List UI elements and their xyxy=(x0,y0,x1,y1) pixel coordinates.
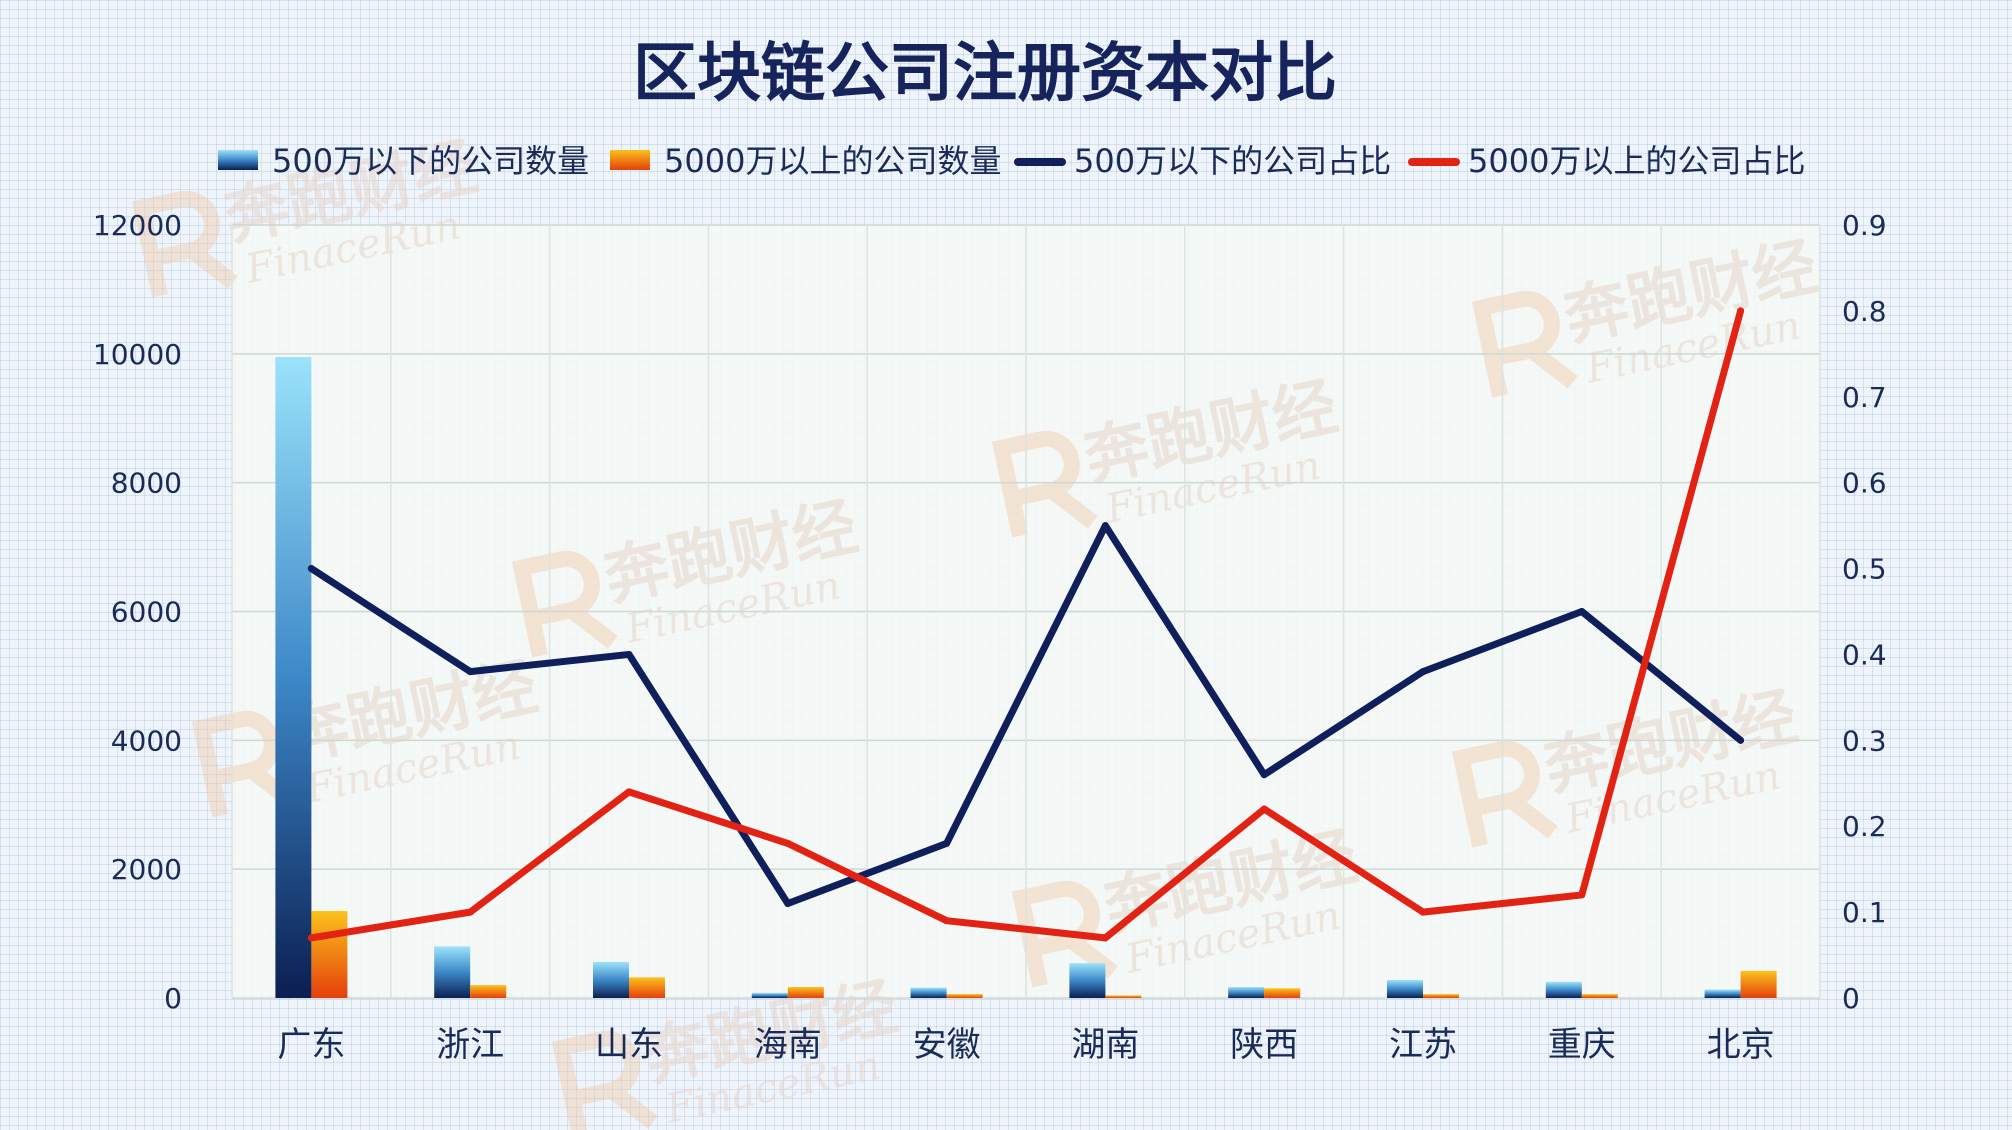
watermark-logo-icon xyxy=(1471,290,1578,398)
bar-under-500w xyxy=(1545,981,1582,998)
right-tick-label: 0.8 xyxy=(1842,295,1887,328)
watermark-logo-icon xyxy=(1451,740,1558,848)
right-tick-label: 0.3 xyxy=(1842,724,1887,757)
category-label: 广东 xyxy=(277,1025,345,1065)
right-tick-label: 0.9 xyxy=(1842,209,1887,242)
line-under-500w-ratio-point xyxy=(307,565,315,573)
bar-under-500w xyxy=(1228,987,1265,998)
bar-under-500w xyxy=(1387,979,1423,998)
legend-label-line2: 5000万以上的公司占比 xyxy=(1468,142,1805,180)
bar-under-500w xyxy=(434,946,471,998)
category-label: 江苏 xyxy=(1389,1025,1457,1065)
bar-under-500w xyxy=(910,987,947,998)
line-under-500w-ratio-point xyxy=(466,668,474,676)
line-under-500w-ratio-point xyxy=(625,650,633,658)
line-over-5000w-ratio-point xyxy=(1737,307,1745,315)
bar-over-5000w xyxy=(1423,994,1459,998)
line-over-5000w-ratio-point xyxy=(1419,908,1427,916)
legend-label-bar1: 500万以下的公司数量 xyxy=(272,142,589,180)
right-tick-label: 0 xyxy=(1842,982,1860,1015)
bar-under-500w xyxy=(1704,989,1741,998)
line-under-500w-ratio-point xyxy=(1101,522,1109,530)
bar-under-500w xyxy=(751,992,788,998)
line-over-5000w-ratio-point xyxy=(466,908,474,916)
line-over-5000w-ratio-point xyxy=(307,934,315,942)
category-label: 浙江 xyxy=(436,1025,504,1065)
line-over-5000w-ratio-point xyxy=(943,917,951,925)
bar-under-500w xyxy=(1069,963,1106,998)
category-label: 陕西 xyxy=(1230,1025,1298,1065)
category-label: 安徽 xyxy=(913,1025,981,1065)
line-under-500w-ratio xyxy=(307,522,1745,908)
line-over-5000w-ratio-point xyxy=(625,788,633,796)
bar-over-5000w xyxy=(1740,970,1777,998)
right-tick-label: 0.4 xyxy=(1842,638,1887,671)
legend: 500万以下的公司数量 5000万以上的公司数量 500万以下的公司占比 500… xyxy=(218,142,1805,180)
watermark-logo-icon xyxy=(991,430,1098,538)
right-tick-label: 0.5 xyxy=(1842,553,1887,586)
right-tick-label: 0.2 xyxy=(1842,810,1887,843)
category-label: 海南 xyxy=(754,1025,822,1065)
line-under-500w-ratio-point xyxy=(784,900,792,908)
line-under-500w-ratio-point xyxy=(1578,608,1586,615)
line-under-500w-ratio-point xyxy=(943,839,951,847)
category-label: 重庆 xyxy=(1548,1025,1616,1065)
bars xyxy=(275,357,1777,998)
left-tick-label: 12000 xyxy=(93,209,182,242)
bar-over-5000w xyxy=(1105,995,1142,998)
left-tick-label: 8000 xyxy=(111,467,182,500)
legend-label-bar2: 5000万以上的公司数量 xyxy=(664,142,1001,180)
right-tick-label: 0.6 xyxy=(1842,467,1887,500)
legend-swatch-bar2 xyxy=(610,150,650,170)
bar-over-5000w xyxy=(946,994,983,998)
left-tick-label: 10000 xyxy=(93,338,182,371)
legend-swatch-bar1 xyxy=(218,150,258,170)
left-axis-ticks: 0 2000 4000 6000 8000 10000 12000 xyxy=(93,209,182,1015)
left-tick-label: 6000 xyxy=(111,596,182,629)
lines xyxy=(307,307,1745,942)
chart-title: 区块链公司注册资本对比 xyxy=(633,37,1337,111)
bar-under-500w xyxy=(275,357,312,998)
left-tick-label: 2000 xyxy=(111,853,182,886)
bar-over-5000w xyxy=(629,977,665,998)
line-over-5000w-ratio-point xyxy=(784,839,792,847)
line-under-500w-ratio-point xyxy=(1260,771,1268,779)
line-under-500w-ratio-point xyxy=(1737,736,1745,744)
bar-under-500w xyxy=(593,961,629,998)
category-label: 山东 xyxy=(595,1025,663,1065)
category-labels: 广东 浙江 山东 海南 安徽 湖南 陕西 江苏 重庆 北京 xyxy=(277,1025,1774,1065)
right-axis-ticks: 0 0.1 0.2 0.3 0.4 0.5 0.6 0.7 0.8 0.9 xyxy=(1842,209,1887,1015)
bar-over-5000w xyxy=(787,987,824,998)
left-tick-label: 0 xyxy=(164,982,182,1015)
left-tick-label: 4000 xyxy=(111,724,182,757)
bar-over-5000w xyxy=(1264,988,1301,998)
line-over-5000w-ratio xyxy=(307,307,1745,942)
line-over-5000w-ratio-point xyxy=(1578,891,1586,899)
watermark-logo-icon xyxy=(511,550,618,658)
line-over-5000w-ratio-point xyxy=(1101,934,1109,942)
category-label: 北京 xyxy=(1707,1025,1775,1065)
bar-over-5000w xyxy=(1581,994,1618,998)
line-under-500w-ratio-point xyxy=(1419,668,1427,676)
category-label: 湖南 xyxy=(1071,1025,1139,1065)
right-tick-label: 0.1 xyxy=(1842,896,1887,929)
legend-label-line1: 500万以下的公司占比 xyxy=(1074,142,1391,180)
bar-over-5000w xyxy=(470,985,507,998)
right-tick-label: 0.7 xyxy=(1842,381,1887,414)
watermark-logo-icon xyxy=(551,1030,658,1130)
watermark-logo-icon xyxy=(131,190,238,298)
bar-over-5000w xyxy=(311,911,348,998)
line-over-5000w-ratio-point xyxy=(1260,805,1268,813)
